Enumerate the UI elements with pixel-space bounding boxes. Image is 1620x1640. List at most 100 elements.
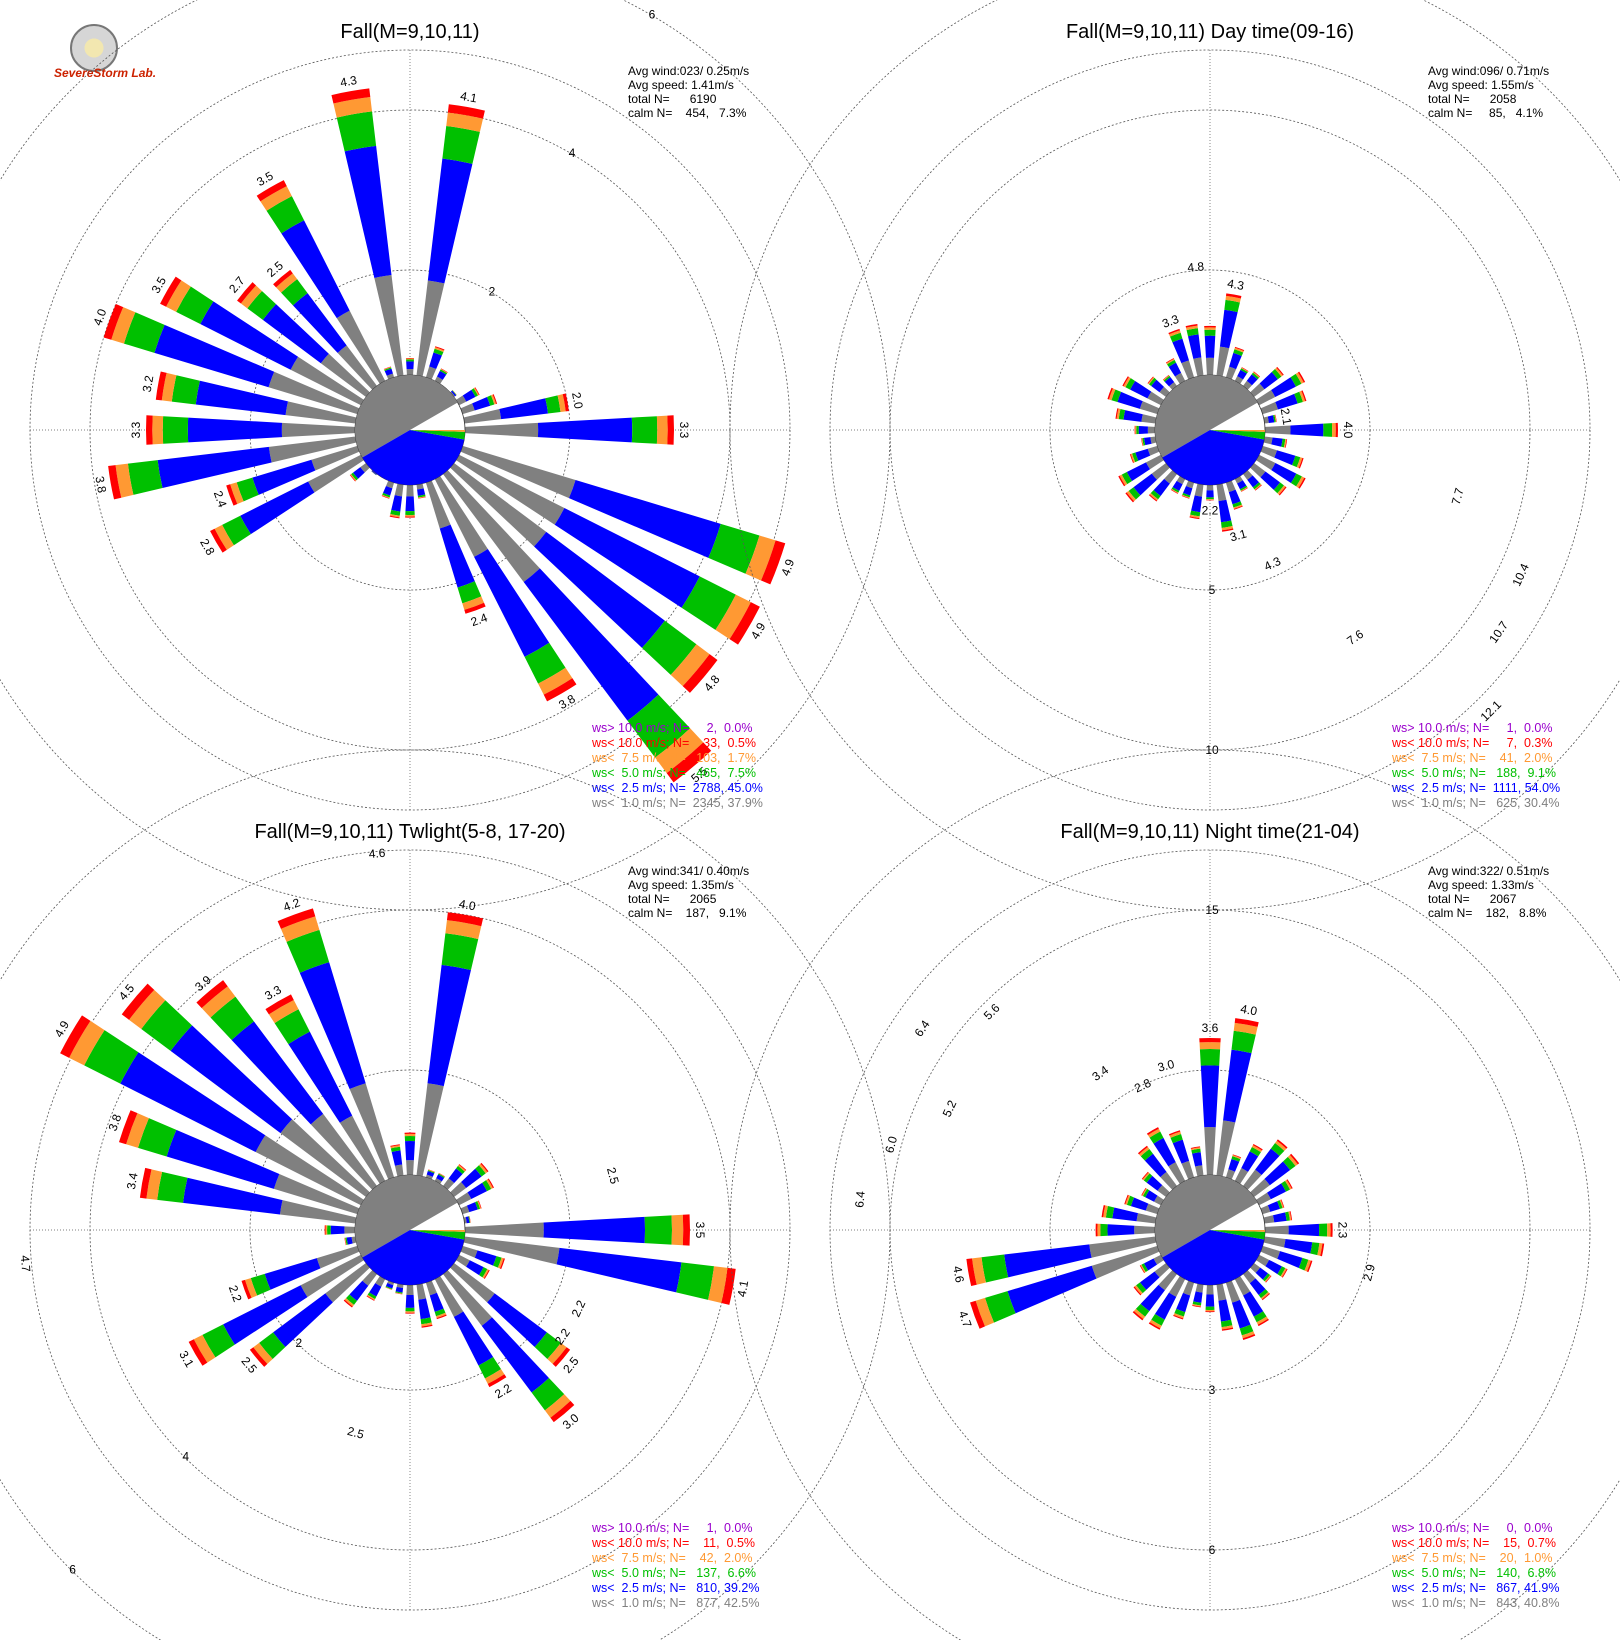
rose-bar-segment <box>152 415 164 445</box>
rose-bar-segment <box>327 1225 331 1235</box>
stats-line: calm N= 182, 8.8% <box>1428 906 1547 920</box>
rose-bar-segment <box>456 1254 470 1267</box>
rose-bar-segment <box>1264 1225 1289 1235</box>
rose-bar-segment <box>350 474 357 482</box>
rose-bar-segment <box>487 395 495 406</box>
rose-bar-segment <box>1267 1183 1286 1200</box>
rose-bar-segment <box>472 396 491 411</box>
rose-bar-segment <box>1291 455 1301 468</box>
rose-bar-segment <box>418 496 426 499</box>
bar-tip-label: 6.4 <box>912 1017 933 1039</box>
rose-bar-segment <box>1183 485 1193 496</box>
bar-tip-label: 4.0 <box>1239 1002 1258 1019</box>
rose-bar-segment <box>346 1294 358 1305</box>
rose-bar-segment <box>461 1168 482 1189</box>
bar-tip-label: 2.8 <box>1132 1076 1153 1096</box>
rose-bar-segment <box>456 454 565 525</box>
rose-bar-segment <box>390 1146 401 1152</box>
rose-bar-segment <box>160 276 182 307</box>
rose-bar-segment <box>1279 1199 1284 1209</box>
bar-tip-label: 2.1 <box>1278 407 1295 426</box>
rose-bar-segment <box>434 376 443 384</box>
rose-bar-segment <box>1145 454 1164 470</box>
rose-bar-segment <box>325 1262 370 1303</box>
rose-bar-segment <box>226 484 238 506</box>
rose-bar-segment <box>434 347 445 352</box>
rose-bar-segment <box>138 1118 177 1157</box>
rose-bar-segment <box>240 481 315 535</box>
rose-bar-segment <box>1190 510 1201 517</box>
rose-bar-segment <box>146 415 153 445</box>
rose-bar-segment <box>446 112 484 132</box>
rose-bar-segment <box>201 986 236 1018</box>
rose-bar-segment <box>1218 499 1232 523</box>
rose-bar-segment <box>276 273 298 293</box>
calm-pie-slice <box>1155 1175 1258 1258</box>
rose-bar-segment <box>1192 1152 1203 1167</box>
rose-bar-segment <box>442 125 480 164</box>
rose-bar-segment <box>193 1334 216 1363</box>
bar-tip-label: 4.6 <box>368 846 386 861</box>
rose-bar-segment <box>1252 482 1261 490</box>
rose-bar-segment <box>550 1400 575 1423</box>
rose-bar-segment <box>1288 1223 1320 1237</box>
bar-tip-label: 6.4 <box>852 1190 867 1208</box>
rose-bar-segment <box>425 366 437 380</box>
rose-bar-segment <box>1130 453 1136 463</box>
rose-bar-segment <box>1141 1171 1149 1180</box>
rose-bar-segment <box>1255 1267 1269 1280</box>
rose-bar-segment <box>1290 423 1324 437</box>
rose-bar-segment <box>745 535 776 581</box>
ring-label: 10 <box>1205 743 1219 757</box>
rose-bar-segment <box>1100 1223 1108 1237</box>
rose-bar-segment <box>457 1164 466 1172</box>
rose-bar-segment <box>1115 408 1119 419</box>
rose-bar-segment <box>381 494 390 499</box>
calm-pie-slice <box>354 375 458 458</box>
rose-bar-segment <box>371 470 377 476</box>
rose-bar-segment <box>1141 438 1144 446</box>
rose-bar-segment <box>127 460 163 495</box>
rose-bar-segment <box>497 1257 504 1269</box>
stats-line: Avg wind:023/ 0.25m/s <box>628 64 749 78</box>
rose-bar-segment <box>1122 376 1129 387</box>
rose-bar-segment <box>425 1174 433 1180</box>
rose-bar-segment <box>406 369 414 376</box>
rose-bar-segment <box>474 1250 497 1266</box>
stats-line: Avg speed: 1.35m/s <box>628 878 734 892</box>
rose-bar-segment <box>1143 1173 1153 1183</box>
rose-bar-segment <box>487 1293 547 1348</box>
rose-bar-segment <box>682 654 718 693</box>
rose-bar-segment <box>1335 422 1338 438</box>
rose-bar-segment <box>1173 1314 1184 1320</box>
rose-bar-segment <box>385 1283 394 1289</box>
rose-bar-segment <box>1195 1283 1204 1293</box>
rose-bar-segment <box>1169 382 1178 390</box>
rose-bar-segment <box>1147 376 1154 384</box>
rose-bar-segment <box>1247 475 1260 488</box>
rose-bar-segment <box>1273 482 1284 494</box>
rose-bar-segment <box>1252 371 1260 378</box>
rose-bar-segment <box>292 293 347 353</box>
rose-bar-segment <box>155 371 167 401</box>
rose-bar-segment <box>344 1237 347 1246</box>
panel-title: Fall(M=9,10,11) Night time(21-04) <box>1060 821 1359 843</box>
rose-bar-segment <box>1258 1289 1269 1299</box>
rose-bar-segment <box>450 462 547 547</box>
rose-bar-segment <box>1253 1311 1267 1323</box>
ring-label: 2 <box>296 1336 303 1350</box>
rose-bar-segment <box>464 422 539 438</box>
rose-bar-segment <box>1323 423 1333 437</box>
rose-bar-segment <box>1145 1203 1160 1215</box>
rose-bar-segment <box>1192 1305 1201 1308</box>
rose-bar-segment <box>141 1000 193 1051</box>
rose-bar-segment <box>1282 1156 1296 1171</box>
rose-bar-segment <box>387 1280 395 1286</box>
rose-bar-segment <box>308 454 364 493</box>
ring-label: 6 <box>69 1562 76 1576</box>
rose-bar-segment <box>353 467 365 479</box>
rose-bar-segment <box>1241 367 1249 373</box>
rose-bar-segment <box>1249 1146 1261 1157</box>
rose-bar-segment <box>433 348 444 356</box>
rose-bar-segment <box>405 1294 415 1308</box>
